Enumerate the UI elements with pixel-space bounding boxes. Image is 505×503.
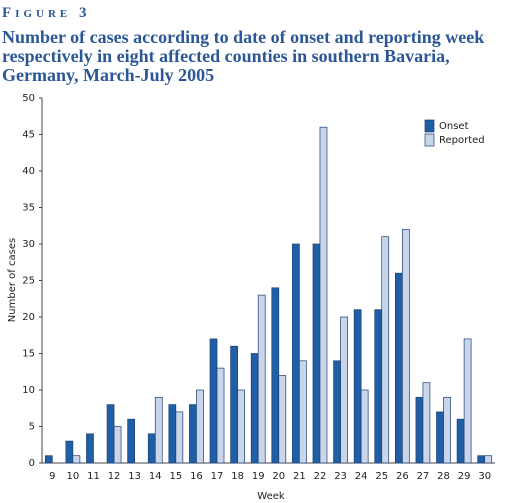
bar [86,433,94,464]
bar [484,455,493,464]
y-tick-label: 30 [22,239,35,250]
x-tick-label: 12 [108,471,121,482]
legend-label: Reported [439,135,485,146]
bar [189,404,197,464]
bar [443,396,451,464]
bar [415,396,424,464]
bar [353,309,362,464]
x-tick-label: 24 [355,471,368,482]
x-tick-label: 11 [87,471,100,482]
bar [257,294,266,464]
bar [360,389,369,464]
y-tick-label: 5 [29,422,35,433]
bar [340,316,348,464]
y-tick-label: 25 [22,276,35,287]
x-tick-label: 25 [375,471,388,482]
bar [319,126,328,464]
y-tick-label: 45 [22,130,35,141]
y-tick-label: 40 [22,166,35,177]
bar [312,243,321,464]
legend-swatch [424,119,435,133]
x-tick-label: 30 [478,471,491,482]
bar [374,309,383,464]
x-tick-label: 13 [128,471,141,482]
x-tick-label: 26 [396,471,409,482]
bar [113,426,122,464]
bar [278,375,287,464]
x-tick-label: 22 [314,471,327,482]
x-tick-label: 27 [417,471,430,482]
bar [44,455,53,464]
y-tick-label: 0 [29,458,35,469]
x-tick-label: 28 [437,471,450,482]
bar [422,382,431,464]
chart-title-text: Number of cases according to date of ons… [2,27,484,85]
x-tick-label: 9 [49,471,55,482]
legend-swatch [424,133,435,147]
y-axis-label: Number of cases [7,238,18,322]
x-tick-label: 21 [293,471,306,482]
chart-title: Number of cases according to date of ons… [2,27,484,85]
x-tick-label: 14 [149,471,162,482]
bar [154,396,163,464]
x-tick-label: 20 [272,471,285,482]
bar [271,287,280,464]
y-tick-label: 35 [22,203,35,214]
bar [394,272,403,464]
bar [463,338,472,464]
bar [456,418,465,464]
bar [250,353,259,464]
x-tick-label: 19 [252,471,265,482]
y-tick-label: 10 [22,385,35,396]
bar [216,367,225,464]
bar [436,411,444,464]
bar [106,404,115,464]
x-tick-label: 29 [458,471,471,482]
bar [381,236,390,464]
legend-label: Onset [439,121,469,132]
x-tick-label: 15 [169,471,182,482]
x-tick-label: 16 [190,471,203,482]
figure-label: Figure 3 [2,5,90,21]
bar [147,433,156,464]
bar [401,229,410,464]
bar [65,440,74,464]
y-tick-label: 20 [22,312,35,323]
y-tick-label: 50 [22,93,35,104]
bar [175,411,184,464]
y-tick-label: 15 [22,349,35,360]
x-axis-label: Week [257,491,285,502]
bar [477,455,486,464]
bar [209,338,218,464]
bar [299,360,307,464]
bar [72,455,81,464]
bar [127,418,136,464]
x-tick-label: 10 [67,471,80,482]
bar [230,345,238,464]
x-tick-label: 23 [334,471,347,482]
bar [168,404,177,464]
x-tick-label: 18 [231,471,244,482]
x-tick-label: 17 [211,471,224,482]
bar [196,389,204,464]
bar [292,243,300,464]
bar [333,360,341,464]
bar [237,389,245,464]
